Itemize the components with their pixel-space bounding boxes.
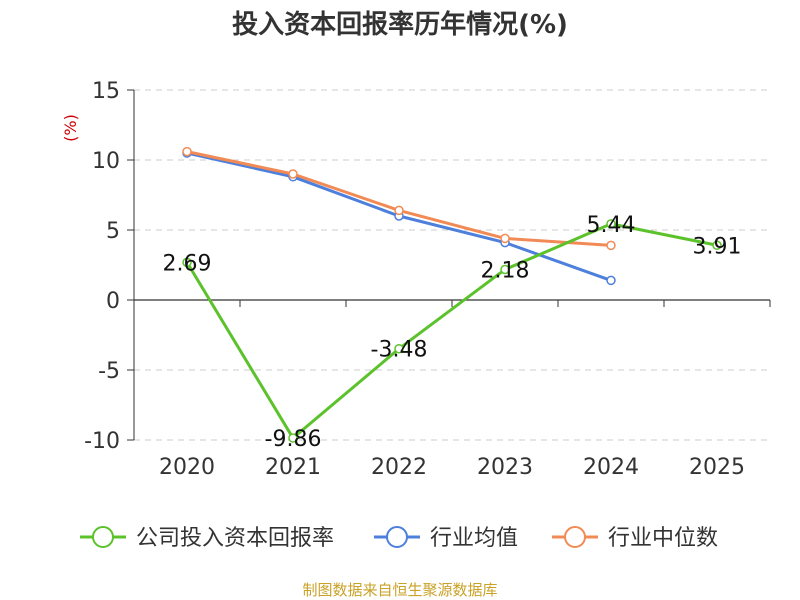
data-label: 2.69 bbox=[163, 251, 212, 276]
data-point bbox=[606, 240, 616, 251]
data-label: -3.48 bbox=[371, 338, 428, 363]
data-point bbox=[606, 219, 616, 229]
x-tick-label: 2020 bbox=[159, 455, 215, 480]
legend: 公司投入资本回报率 行业均值 行业中位数 bbox=[80, 526, 718, 551]
data-label: 2.18 bbox=[481, 258, 530, 283]
legend-label: 公司投入资本回报率 bbox=[136, 526, 334, 551]
data-point bbox=[606, 275, 616, 286]
data-point bbox=[500, 233, 510, 244]
legend-item-1: 行业均值 bbox=[374, 526, 518, 551]
x-tick-label: 2022 bbox=[371, 455, 427, 480]
data-point bbox=[500, 264, 510, 275]
data-point bbox=[712, 240, 722, 251]
y-tick-label: -5 bbox=[98, 359, 120, 384]
x-tick-label: 2024 bbox=[583, 455, 639, 480]
series-line-0 bbox=[185, 222, 718, 440]
data-point bbox=[182, 257, 192, 268]
x-tick-label: 2021 bbox=[265, 455, 321, 480]
y-tick-label: 5 bbox=[106, 219, 120, 244]
grid-lines bbox=[134, 89, 770, 441]
series-lines bbox=[182, 146, 722, 443]
legend-label: 行业中位数 bbox=[608, 526, 718, 551]
x-tick-label: 2023 bbox=[477, 455, 533, 480]
data-point bbox=[288, 169, 298, 179]
y-tick-label: 0 bbox=[106, 289, 120, 314]
legend-marker bbox=[564, 526, 586, 548]
y-tick-label: 15 bbox=[92, 79, 120, 104]
data-label: 3.91 bbox=[693, 234, 742, 259]
legend-item-2: 行业中位数 bbox=[552, 526, 718, 551]
legend-label: 行业均值 bbox=[430, 526, 518, 551]
data-point bbox=[394, 343, 404, 354]
chart-title: 投入资本回报率历年情况(%) bbox=[232, 9, 568, 40]
data-label: -9.86 bbox=[265, 427, 322, 452]
data-point bbox=[182, 146, 192, 157]
axes: 15 10 5 0 -5 -10 2020 2021 2022 2023 2024 2025 bbox=[84, 79, 771, 480]
data-point bbox=[394, 205, 404, 216]
series-line-2 bbox=[186, 150, 612, 247]
data-labels: 2.69 -9.86 -3.48 2.18 5.44 3.91 bbox=[163, 213, 742, 452]
y-tick-label: 10 bbox=[92, 149, 120, 174]
legend-item-0: 公司投入资本回报率 bbox=[80, 526, 334, 551]
y-axis-unit-label: (%) bbox=[61, 114, 80, 142]
y-tick-label: -10 bbox=[84, 429, 120, 454]
legend-marker bbox=[92, 526, 114, 548]
data-label: 5.44 bbox=[587, 213, 636, 238]
x-tick-label: 2025 bbox=[689, 455, 745, 480]
legend-marker bbox=[386, 526, 408, 548]
data-point bbox=[288, 433, 298, 443]
data-source-note: 制图数据来自恒生聚源数据库 bbox=[302, 581, 497, 599]
